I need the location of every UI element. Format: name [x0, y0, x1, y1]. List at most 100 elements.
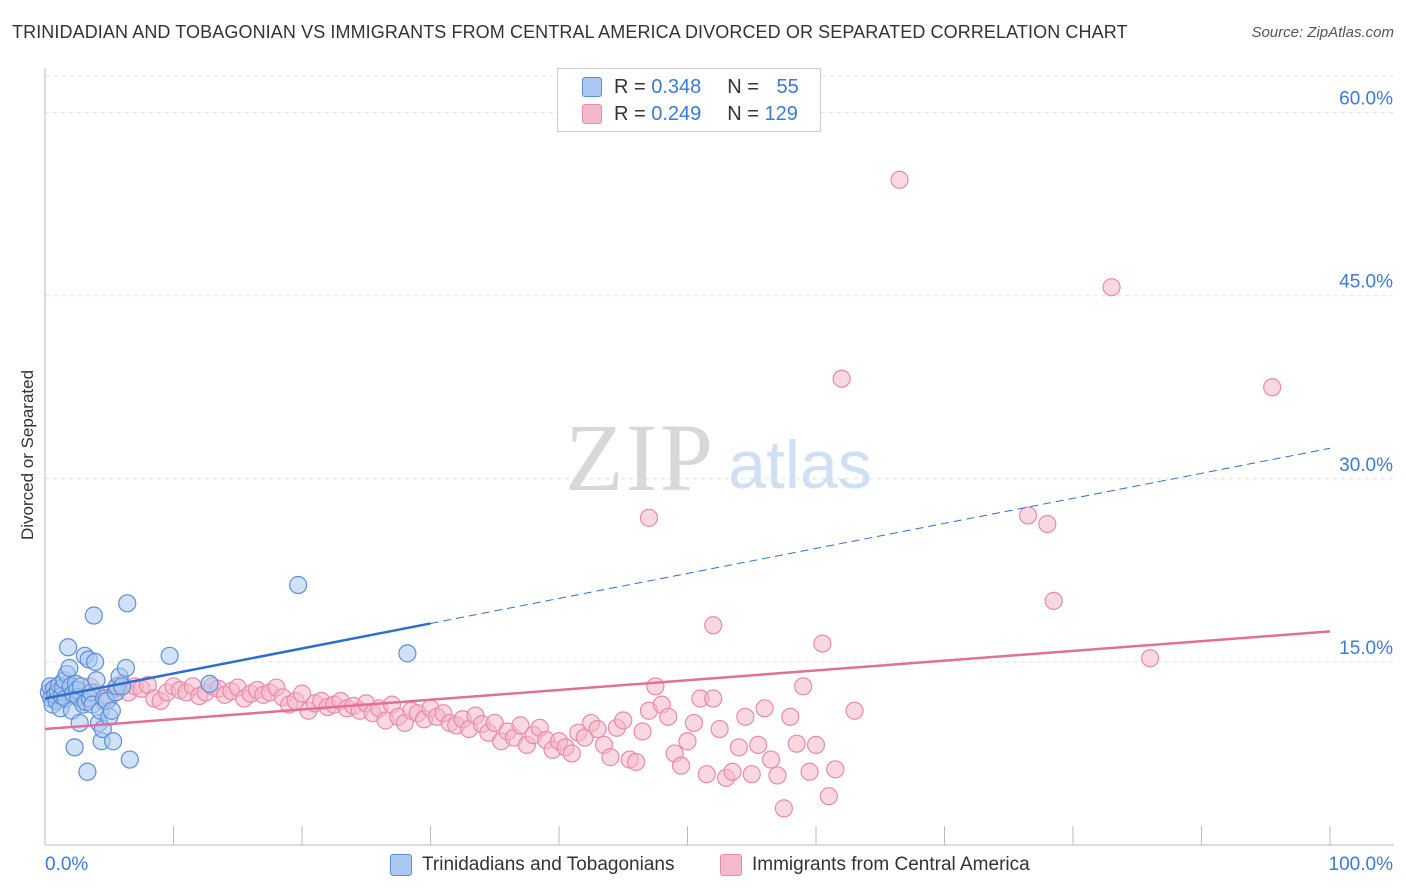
- point-central-america: [704, 689, 723, 708]
- tick-labels: 15.0% 30.0% 45.0% 60.0% 0.0% 100.0%: [45, 89, 1393, 875]
- point-central-america: [742, 765, 761, 784]
- legend-n-label: N =: [727, 75, 765, 98]
- point-trinidadian: [118, 594, 137, 613]
- point-central-america: [704, 616, 723, 635]
- point-trinidadian: [60, 658, 79, 678]
- point-trinidadian: [65, 738, 84, 757]
- watermark-zip: ZIP: [565, 404, 715, 511]
- point-central-america: [761, 750, 781, 769]
- point-central-america: [806, 735, 826, 755]
- point-central-america: [639, 508, 659, 527]
- axes: [44, 68, 1394, 846]
- point-central-america: [601, 748, 620, 767]
- point-central-america: [1044, 591, 1063, 610]
- legend-r-label: R =: [614, 75, 652, 98]
- bottom-legend-swatch-pink: [720, 854, 742, 876]
- point-central-america: [1263, 378, 1282, 397]
- grid-lines: [45, 75, 1394, 663]
- point-central-america: [774, 799, 793, 818]
- legend-r-value: 0.249: [651, 102, 702, 125]
- point-central-america: [588, 719, 607, 739]
- legend-row-central-america: R = 0.249 N = 129: [582, 102, 798, 126]
- point-central-america: [755, 699, 774, 718]
- point-trinidadian: [59, 638, 78, 657]
- y-axis-label: Divorced or Separated: [18, 369, 37, 541]
- point-central-america: [292, 684, 312, 703]
- point-trinidadian: [84, 606, 103, 625]
- point-central-america: [562, 744, 581, 763]
- legend-n-value: 129: [764, 102, 798, 125]
- watermark-atlas: atlas: [728, 427, 872, 503]
- x-tick-label: 0.0%: [45, 854, 88, 875]
- legend-r-label: R =: [614, 102, 652, 125]
- point-central-america: [800, 762, 819, 781]
- point-trinidadian: [70, 713, 89, 733]
- point-central-america: [697, 765, 716, 784]
- point-central-america: [794, 677, 813, 696]
- point-central-america: [781, 707, 800, 726]
- point-central-america: [832, 369, 851, 388]
- point-central-america: [614, 711, 633, 730]
- point-central-america: [729, 738, 749, 757]
- point-central-america: [626, 752, 646, 772]
- point-central-america: [826, 760, 845, 779]
- point-central-america: [485, 713, 504, 733]
- trend-lines: [44, 447, 1331, 731]
- x-tick-label: 100.0%: [1329, 854, 1394, 875]
- point-trinidadian: [398, 644, 417, 663]
- point-central-america: [633, 722, 652, 741]
- point-central-america: [684, 713, 704, 733]
- point-central-america: [710, 719, 729, 739]
- trend-line-central-america: [44, 630, 1331, 731]
- legend-n-label: N =: [727, 102, 765, 125]
- point-central-america: [813, 634, 832, 653]
- y-tick-label: 45.0%: [1339, 272, 1393, 293]
- legend-r-value: 0.348: [651, 75, 702, 98]
- bottom-legend-central-america: Immigrants from Central America: [720, 852, 1030, 878]
- bottom-legend-swatch-blue: [390, 854, 412, 876]
- y-tick-label: 15.0%: [1339, 638, 1393, 659]
- point-trinidadian: [104, 732, 123, 751]
- point-trinidadian: [112, 677, 132, 696]
- watermark: ZIP atlas: [565, 404, 872, 511]
- legend-swatch-blue: [582, 77, 602, 97]
- point-trinidadian: [116, 658, 136, 678]
- point-central-america: [1102, 278, 1121, 297]
- point-central-america: [723, 762, 742, 781]
- chart-title: TRINIDADIAN AND TOBAGONIAN VS IMMIGRANTS…: [12, 22, 1128, 42]
- point-central-america: [749, 735, 768, 755]
- bottom-legend-label-central-america: Immigrants from Central America: [752, 854, 1030, 875]
- source-label: Source: ZipAtlas.com: [1251, 24, 1394, 41]
- point-central-america: [1140, 649, 1160, 668]
- point-central-america: [659, 707, 678, 726]
- point-trinidadian: [86, 652, 105, 672]
- y-tick-label: 60.0%: [1339, 89, 1393, 110]
- point-trinidadian: [102, 701, 121, 720]
- trend-line-trinidadian: [44, 622, 431, 700]
- point-trinidadian: [160, 646, 179, 665]
- point-trinidadian: [78, 762, 97, 781]
- legend-n-value: 55: [776, 75, 799, 98]
- correlation-legend: R = 0.348 N = 55 R = 0.249 N = 129: [557, 68, 821, 132]
- series-trinidadian: [39, 575, 417, 781]
- point-central-america: [646, 677, 665, 696]
- y-tick-label: 30.0%: [1339, 455, 1393, 476]
- bottom-legend-trinidadian: Trinidadians and Tobagonians: [390, 852, 674, 878]
- point-central-america: [736, 707, 755, 726]
- point-trinidadian: [200, 674, 219, 693]
- point-central-america: [845, 701, 864, 720]
- bottom-legend-label-trinidadian: Trinidadians and Tobagonians: [422, 854, 675, 875]
- point-central-america: [678, 732, 697, 751]
- point-central-america: [1018, 506, 1038, 525]
- point-central-america: [671, 756, 691, 775]
- point-central-america: [768, 766, 787, 785]
- point-central-america: [787, 734, 806, 753]
- legend-row-trinidadian: R = 0.348 N = 55: [582, 75, 799, 99]
- point-central-america: [511, 716, 530, 735]
- legend-swatch-pink: [582, 104, 602, 124]
- point-central-america: [819, 787, 838, 806]
- point-trinidadian: [120, 750, 139, 769]
- point-central-america: [890, 170, 909, 189]
- point-central-america: [1038, 514, 1057, 534]
